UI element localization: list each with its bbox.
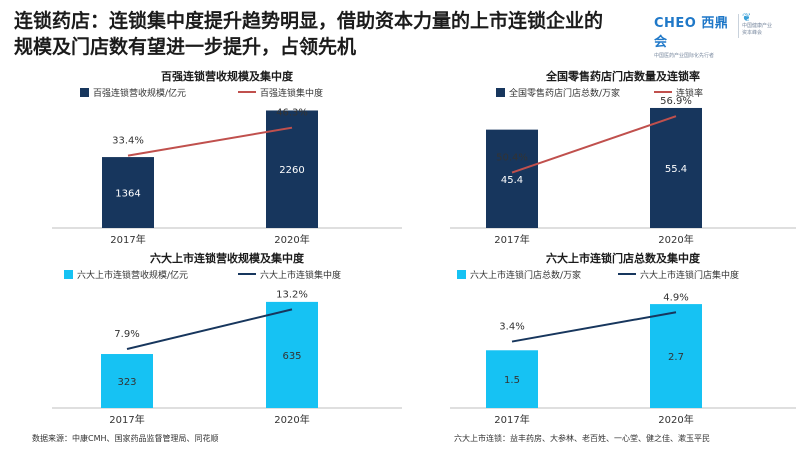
chart1-title: 百强连锁营收规模及集中度 [161, 69, 294, 83]
chart2-bar-2 [650, 107, 702, 228]
chart2-category-label-2: 2020年 [658, 233, 693, 246]
chart4-category-label-2: 2020年 [658, 413, 693, 426]
chart4-legend-line-label: 六大上市连锁门店集中度 [640, 269, 739, 281]
chart2-bar-1 [486, 129, 538, 228]
chart4-line-segment [511, 311, 677, 343]
chart2-legend-line-label: 连锁率 [676, 87, 703, 99]
leaf-icon: ❦ [742, 11, 752, 24]
chart3-category-label-2: 2020年 [274, 413, 309, 426]
chart1-bar-label-2: 2260 [279, 165, 304, 176]
chart1-line-label-2: 46.3% [276, 108, 308, 119]
chart4-title: 六大上市连锁门店总数及集中度 [546, 251, 701, 265]
chart3-bar-label-2: 635 [282, 351, 301, 362]
chart3-bar-1 [101, 354, 153, 408]
source-footnote: 数据来源：中康CMH、国家药品监督管理局、同花顺 [32, 434, 219, 443]
chart4-bar-label-1: 1.5 [504, 375, 520, 386]
chart3-category-label-1: 2017年 [109, 413, 144, 426]
chart4-line-label-1: 3.4% [499, 322, 524, 333]
six-listed-footnote: 六大上市连锁：益丰药房、大参林、老百姓、一心堂、健之佳、漱玉平民 [454, 434, 710, 443]
chart4-category-label-1: 2017年 [494, 413, 529, 426]
chart1-category-label-1: 2017年 [110, 233, 145, 246]
chart2-title: 全国零售药店门店数量及连锁率 [545, 69, 700, 83]
chart2-legend-bar-label: 全国零售药店门店总数/万家 [509, 87, 620, 99]
chart1-line-segment [127, 126, 293, 157]
chart4-bar-label-2: 2.7 [668, 352, 684, 363]
chart4-legend-bar-label: 六大上市连锁门店总数/万家 [470, 269, 581, 281]
chart4-legend-bar-swatch [457, 270, 466, 279]
cheo-logo-text: CHEO [654, 16, 697, 31]
chart2-line-segment [511, 115, 677, 174]
chart3-legend-line-label: 六大上市连锁集中度 [260, 269, 341, 281]
chart4-line-label-2: 4.9% [663, 292, 688, 303]
chart3-line-segment [126, 308, 293, 350]
cheo-logo: CHEO 西鼎会 中国医药产业国际化先行者 [654, 12, 734, 59]
chart3-bar-label-1: 323 [117, 377, 136, 388]
summit-logo: ❦ 中国健康产业 资本峰会 [742, 12, 794, 42]
chart3-legend-bar-label: 六大上市连锁营收规模/亿元 [77, 269, 188, 281]
chart3-line-label-2: 13.2% [276, 289, 308, 300]
chart1-legend-bar-label: 百强连锁营收规模/亿元 [93, 87, 186, 99]
chart3-line-label-1: 7.9% [114, 329, 139, 340]
cheo-logo-mark: CHEO 西鼎会 [654, 12, 734, 50]
chart1-bar-1 [102, 157, 154, 228]
chart1-bar-label-1: 1364 [115, 189, 140, 200]
chart3-title: 六大上市连锁营收规模及集中度 [150, 251, 305, 265]
chart1-line-label-1: 33.4% [112, 136, 144, 147]
chart2-category-label-1: 2017年 [494, 233, 529, 246]
chart1-legend-bar-swatch [80, 88, 89, 97]
cheo-logo-name: 西鼎会 [654, 16, 729, 50]
chart2-bar-label-2: 55.4 [665, 164, 687, 175]
chart4-bar-1 [486, 350, 538, 408]
cheo-logo-subtitle: 中国医药产业国际化先行者 [654, 53, 715, 59]
chart2-line-label-2: 56.9% [660, 96, 692, 107]
chart2-legend-bar-swatch [496, 88, 505, 97]
slide-headline: 连锁药店：连锁集中度提升趋势明显，借助资本力量的上市连锁企业的规模及门店数有望进… [14, 10, 604, 58]
logo-divider [738, 14, 739, 38]
summit-logo-name: 中国健康产业 [742, 23, 773, 29]
chart2-bar-label-1: 45.4 [501, 175, 523, 186]
chart3-bar-2 [266, 301, 318, 408]
summit-logo-subtitle: 资本峰会 [742, 30, 763, 36]
chart1-category-label-2: 2020年 [274, 233, 309, 246]
chart2-line-label-1: 50.4% [496, 153, 528, 164]
chart1-legend-line-label: 百强连锁集中度 [260, 87, 323, 99]
chart3-legend-bar-swatch [64, 270, 73, 279]
chart4-bar-2 [650, 304, 702, 408]
